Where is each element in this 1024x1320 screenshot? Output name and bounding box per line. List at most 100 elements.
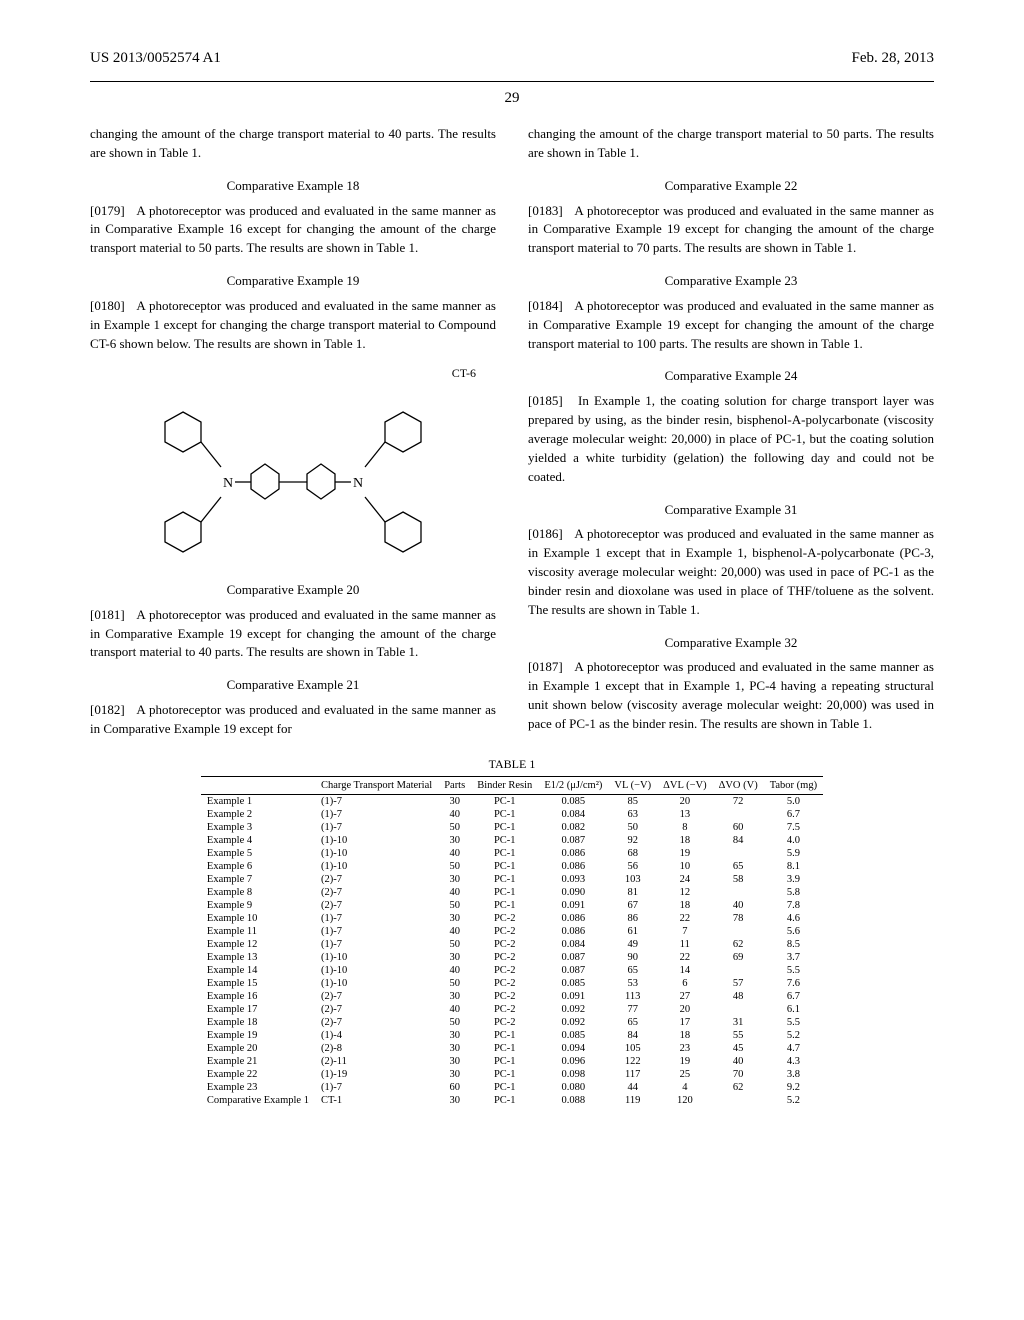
table-cell: 50: [608, 821, 657, 834]
para-text: In Example 1, the coating solution for c…: [528, 393, 934, 483]
para-num: [0182]: [90, 702, 125, 717]
table-cell: 90: [608, 951, 657, 964]
table-cell: 8.1: [764, 860, 823, 873]
table-cell: 40: [438, 1003, 471, 1016]
table-row: Example 21(2)-1130PC-10.09612219404.3: [201, 1055, 823, 1068]
para-0180: [0180] A photoreceptor was produced and …: [90, 297, 496, 354]
table-cell: 7.5: [764, 821, 823, 834]
table-cell: Comparative Example 1: [201, 1094, 315, 1107]
table-cell: 5.9: [764, 847, 823, 860]
table-cell: 4.3: [764, 1055, 823, 1068]
table-cell: 30: [438, 1068, 471, 1081]
table-cell: 40: [713, 1055, 764, 1068]
table-cell: (1)-10: [315, 847, 438, 860]
table-cell: [713, 925, 764, 938]
table-cell: PC-1: [471, 1081, 538, 1094]
table-cell: [713, 964, 764, 977]
table-cell: 30: [438, 951, 471, 964]
table-cell: 65: [608, 1016, 657, 1029]
header-rule: [90, 81, 934, 82]
table-row: Example 23(1)-760PC-10.080444629.2: [201, 1081, 823, 1094]
table-cell: 8.5: [764, 938, 823, 951]
table-cell: 44: [608, 1081, 657, 1094]
table-cell: (1)-7: [315, 808, 438, 821]
para-0185: [0185] In Example 1, the coating solutio…: [528, 392, 934, 486]
table-cell: 0.086: [538, 860, 608, 873]
table-cell: [713, 847, 764, 860]
table-cell: 70: [713, 1068, 764, 1081]
table-cell: Example 18: [201, 1016, 315, 1029]
th-vl: VL (−V): [608, 776, 657, 794]
table-cell: 24: [657, 873, 712, 886]
table-cell: Example 3: [201, 821, 315, 834]
table-cell: 63: [608, 808, 657, 821]
table-cell: 0.085: [538, 794, 608, 808]
right-column: changing the amount of the charge transp…: [528, 125, 934, 745]
table-cell: PC-2: [471, 964, 538, 977]
table-cell: 40: [438, 847, 471, 860]
patent-number: US 2013/0052574 A1: [90, 50, 221, 67]
para-num: [0187]: [528, 659, 563, 674]
table-cell: (2)-7: [315, 1016, 438, 1029]
table-cell: 0.088: [538, 1094, 608, 1107]
table-cell: 0.087: [538, 964, 608, 977]
table-cell: 0.094: [538, 1042, 608, 1055]
para-0187: [0187] A photoreceptor was produced and …: [528, 658, 934, 733]
para-text: A photoreceptor was produced and evaluat…: [528, 203, 934, 256]
para-0186: [0186] A photoreceptor was produced and …: [528, 525, 934, 619]
table-row: Example 6(1)-1050PC-10.0865610658.1: [201, 860, 823, 873]
table-cell: 4: [657, 1081, 712, 1094]
table-cell: (1)-10: [315, 951, 438, 964]
table-cell: 60: [438, 1081, 471, 1094]
table-cell: 113: [608, 990, 657, 1003]
table-cell: 50: [438, 938, 471, 951]
table-cell: [713, 1003, 764, 1016]
table-cell: PC-1: [471, 847, 538, 860]
table-cell: (1)-10: [315, 834, 438, 847]
heading-ce32: Comparative Example 32: [528, 634, 934, 653]
table-row: Example 1(1)-730PC-10.0858520725.0: [201, 794, 823, 808]
table-cell: Example 8: [201, 886, 315, 899]
table-cell: (2)-7: [315, 899, 438, 912]
table-cell: PC-2: [471, 951, 538, 964]
heading-ce18: Comparative Example 18: [90, 177, 496, 196]
table-cell: PC-1: [471, 1068, 538, 1081]
table-cell: 5.2: [764, 1094, 823, 1107]
table-cell: Example 14: [201, 964, 315, 977]
table-1: TABLE 1 Charge Transport Material Parts …: [90, 757, 934, 1107]
table-cell: (1)-7: [315, 938, 438, 951]
left-column: changing the amount of the charge transp…: [90, 125, 496, 745]
table-cell: 0.090: [538, 886, 608, 899]
table-cell: CT-1: [315, 1094, 438, 1107]
table-row: Example 22(1)-1930PC-10.09811725703.8: [201, 1068, 823, 1081]
table-cell: 10: [657, 860, 712, 873]
table-cell: Example 16: [201, 990, 315, 1003]
table-cell: 18: [657, 1029, 712, 1042]
para-0183: [0183] A photoreceptor was produced and …: [528, 202, 934, 259]
table-cell: PC-1: [471, 834, 538, 847]
heading-ce22: Comparative Example 22: [528, 177, 934, 196]
table-cell: 5.5: [764, 1016, 823, 1029]
th-parts: Parts: [438, 776, 471, 794]
table-row: Example 3(1)-750PC-10.082508607.5: [201, 821, 823, 834]
table-cell: Example 1: [201, 794, 315, 808]
table-cell: 120: [657, 1094, 712, 1107]
table-cell: 25: [657, 1068, 712, 1081]
patent-date: Feb. 28, 2013: [852, 50, 935, 67]
table-cell: PC-1: [471, 794, 538, 808]
table-cell: 30: [438, 912, 471, 925]
table-cell: 4.6: [764, 912, 823, 925]
table-row: Example 9(2)-750PC-10.0916718407.8: [201, 899, 823, 912]
table-cell: 20: [657, 1003, 712, 1016]
table-cell: 50: [438, 899, 471, 912]
table-cell: 53: [608, 977, 657, 990]
table-row: Example 15(1)-1050PC-20.085536577.6: [201, 977, 823, 990]
th-ctm: Charge Transport Material: [315, 776, 438, 794]
table-cell: PC-1: [471, 821, 538, 834]
table-cell: 7.8: [764, 899, 823, 912]
table-cell: (1)-7: [315, 1081, 438, 1094]
para-num: [0181]: [90, 607, 125, 622]
table-cell: PC-1: [471, 808, 538, 821]
table-cell: 61: [608, 925, 657, 938]
table-cell: PC-1: [471, 1029, 538, 1042]
